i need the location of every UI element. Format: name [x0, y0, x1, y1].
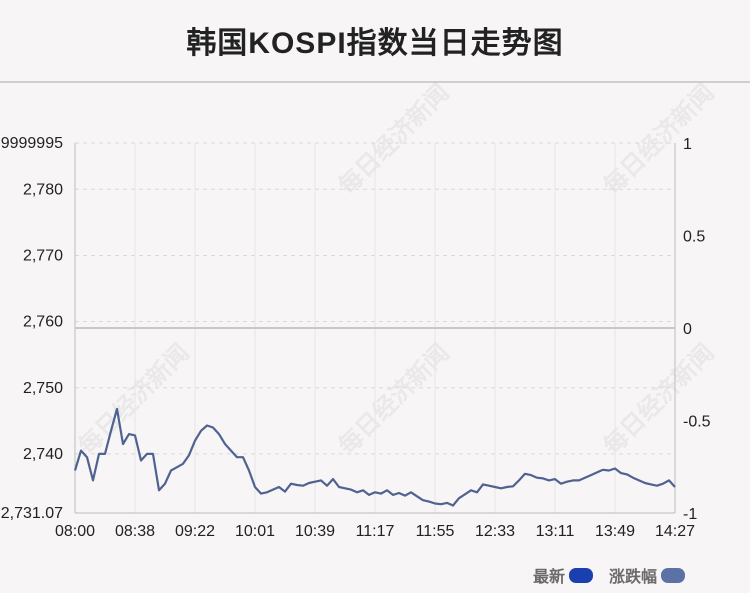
x-tick-label: 08:00 — [55, 523, 95, 540]
y-left-tick-label: 2,740 — [23, 446, 63, 463]
x-tick-label: 10:39 — [295, 523, 335, 540]
y-left-tick-label: 2,770 — [23, 247, 63, 264]
x-tick-label: 10:01 — [235, 523, 275, 540]
y-right-tick-label: 0.5 — [683, 229, 705, 246]
legend: 最新 涨跌幅 — [533, 563, 686, 587]
x-tick-label: 12:33 — [475, 523, 515, 540]
y-right-tick-label: -0.5 — [683, 414, 711, 431]
y-left-tick-label: 2,760 — [23, 314, 63, 331]
y-right-tick-label: 0 — [683, 321, 692, 338]
y-left-tick-label: 2786.9999995 — [0, 135, 63, 152]
x-tick-label: 11:55 — [416, 523, 455, 540]
legend-label-change: 涨跌幅 — [609, 569, 658, 586]
y-right-tick-label: 1 — [683, 136, 692, 153]
x-tick-label: 13:11 — [536, 523, 575, 540]
legend-swatch-latest — [569, 567, 594, 583]
x-tick-label: 08:38 — [115, 523, 155, 540]
legend-swatch-change — [661, 567, 686, 583]
chart-title: 韩国KOSPI指数当日走势图 — [186, 27, 564, 60]
y-right-tick-label: -1 — [683, 506, 697, 523]
y-left-tick-label: 2,780 — [23, 181, 63, 198]
x-tick-label: 11:17 — [356, 523, 395, 540]
x-tick-label: 09:22 — [175, 523, 215, 540]
x-tick-label: 13:49 — [595, 523, 635, 540]
x-tick-label: 14:27 — [655, 523, 695, 540]
y-left-tick-label: 2,731.07 — [1, 505, 63, 522]
y-left-tick-label: 2,750 — [23, 380, 63, 397]
legend-label-latest: 最新 — [533, 569, 566, 586]
series-line — [73, 407, 676, 507]
title-divider — [0, 81, 750, 83]
